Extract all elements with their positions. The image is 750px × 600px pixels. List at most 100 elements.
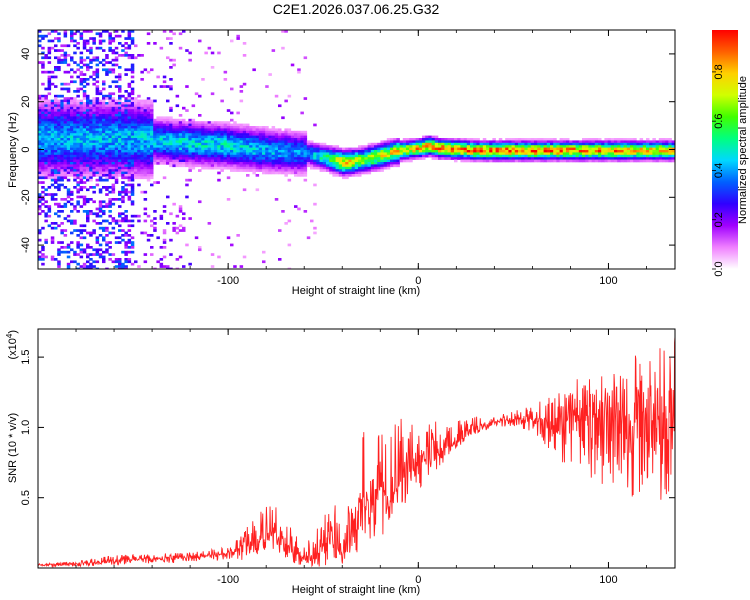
heatmap-cell	[118, 126, 122, 129]
heatmap-cell	[268, 152, 272, 156]
heatmap-cell	[185, 162, 189, 165]
heatmap-cell	[575, 142, 580, 146]
heatmap-cell	[518, 138, 522, 141]
heatmap-cell	[146, 123, 151, 127]
heatmap-cell	[73, 70, 77, 74]
heatmap-cell	[98, 171, 103, 175]
heatmap-cell	[102, 111, 106, 115]
heatmap-cell	[98, 226, 103, 230]
heatmap-cell	[118, 99, 122, 103]
heatmap-cell	[47, 171, 52, 175]
heatmap-cell	[44, 135, 48, 139]
heatmap-cell	[252, 169, 256, 172]
heatmap-cell	[66, 164, 71, 168]
heatmap-cell	[108, 121, 112, 124]
heatmap-cell	[79, 130, 84, 134]
heatmap-cell	[89, 116, 93, 120]
heatmap-cell	[284, 130, 288, 134]
heatmap-cell	[316, 154, 320, 158]
heatmap-cell	[220, 147, 224, 151]
heatmap-cell	[502, 157, 506, 160]
heatmap-cell	[127, 157, 132, 160]
heatmap-cell	[137, 157, 141, 160]
heatmap-cell	[98, 188, 103, 192]
heatmap-cell	[210, 138, 215, 141]
heatmap-cell	[76, 106, 80, 110]
heatmap-cell	[118, 94, 122, 98]
heatmap-cell	[86, 109, 90, 112]
heatmap-cell	[274, 142, 279, 146]
heatmap-cell	[191, 164, 196, 168]
heatmap-cell	[367, 154, 372, 158]
heatmap-cell	[70, 171, 74, 175]
heatmap-cell	[98, 164, 103, 168]
heatmap-cell	[86, 102, 90, 105]
heatmap-cell	[153, 138, 157, 141]
heatmap-cell	[284, 174, 288, 177]
heatmap-cell	[524, 147, 528, 151]
heatmap-cell	[374, 147, 378, 151]
heatmap-cell	[287, 169, 292, 172]
heatmap-cell	[585, 159, 589, 163]
heatmap-cell	[380, 140, 384, 144]
heatmap-cell	[70, 109, 74, 112]
heatmap-cell	[79, 102, 84, 105]
heatmap-cell	[623, 150, 628, 153]
heatmap-cell	[425, 142, 429, 146]
heatmap-cell	[127, 82, 132, 86]
heatmap-cell	[198, 133, 202, 136]
heatmap-cell	[246, 133, 250, 136]
heatmap-cell	[146, 42, 151, 45]
heatmap-cell	[47, 126, 52, 129]
heatmap-cell	[284, 171, 288, 175]
heatmap-cell	[198, 248, 202, 252]
heatmap-cell	[108, 34, 112, 38]
heatmap-cell	[76, 42, 80, 45]
heatmap-cell	[86, 152, 90, 156]
heatmap-cell	[98, 234, 103, 237]
heatmap-cell	[169, 159, 173, 163]
heatmap-cell	[92, 82, 96, 86]
heatmap-cell	[82, 123, 87, 127]
heatmap-cell	[335, 162, 340, 165]
heatmap-cell	[233, 166, 237, 170]
heatmap-cell	[92, 157, 96, 160]
heatmap-cell	[156, 135, 160, 139]
heatmap-cell	[233, 142, 237, 146]
heatmap-cell	[50, 183, 55, 187]
heatmap-cell	[530, 140, 535, 144]
heatmap-cell	[274, 94, 279, 98]
heatmap-cell	[89, 106, 93, 110]
heatmap-cell	[377, 166, 381, 170]
heatmap-cell	[60, 229, 64, 232]
heatmap-cell	[409, 140, 413, 144]
heatmap-cell	[623, 154, 628, 158]
heatmap-cell	[156, 157, 160, 160]
heatmap-cell	[399, 150, 404, 153]
heatmap-cell	[54, 152, 58, 156]
heatmap-cell	[134, 145, 138, 148]
heatmap-cell	[86, 157, 90, 160]
heatmap-cell	[220, 99, 224, 103]
heatmap-cell	[460, 159, 464, 163]
heatmap-cell	[428, 147, 432, 151]
heatmap-cell	[130, 152, 135, 156]
heatmap-cell	[198, 150, 202, 153]
heatmap-cell	[242, 42, 247, 45]
heatmap-cell	[217, 142, 221, 146]
spectrogram-heatmap	[38, 30, 675, 269]
heatmap-cell	[630, 159, 634, 163]
heatmap-cell	[226, 126, 231, 129]
heatmap-cell	[92, 102, 96, 105]
heatmap-cell	[284, 135, 288, 139]
heatmap-cell	[150, 130, 154, 134]
heatmap-cell	[332, 157, 336, 160]
heatmap-cell	[41, 166, 45, 170]
heatmap-cell	[108, 205, 112, 208]
heatmap-cell	[175, 142, 180, 146]
heatmap-cell	[239, 128, 244, 132]
heatmap-cell	[182, 159, 186, 163]
heatmap-cell	[124, 128, 128, 132]
heatmap-cell	[668, 154, 672, 158]
